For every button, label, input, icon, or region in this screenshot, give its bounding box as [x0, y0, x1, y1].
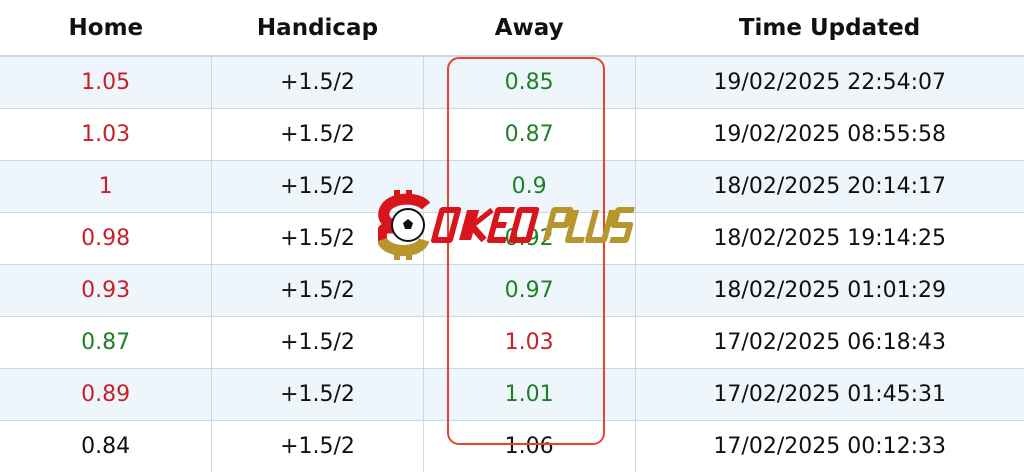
header-home: Home [0, 0, 212, 56]
handicap-value: +1.5/2 [212, 317, 424, 369]
home-odds: 0.93 [0, 265, 212, 317]
away-odds: 0.92 [423, 213, 635, 265]
header-time-updated: Time Updated [635, 0, 1024, 56]
away-odds: 1.03 [423, 317, 635, 369]
home-odds: 1.03 [0, 109, 212, 161]
time-updated: 17/02/2025 01:45:31 [635, 369, 1024, 421]
away-odds: 0.97 [423, 265, 635, 317]
handicap-value: +1.5/2 [212, 109, 424, 161]
time-updated: 17/02/2025 06:18:43 [635, 317, 1024, 369]
handicap-value: +1.5/2 [212, 56, 424, 109]
handicap-value: +1.5/2 [212, 421, 424, 472]
time-updated: 19/02/2025 22:54:07 [635, 56, 1024, 109]
handicap-value: +1.5/2 [212, 161, 424, 213]
time-updated: 19/02/2025 08:55:58 [635, 109, 1024, 161]
header-row: Home Handicap Away Time Updated [0, 0, 1024, 56]
time-updated: 18/02/2025 01:01:29 [635, 265, 1024, 317]
handicap-value: +1.5/2 [212, 265, 424, 317]
header-handicap: Handicap [212, 0, 424, 56]
header-away: Away [423, 0, 635, 56]
time-updated: 18/02/2025 20:14:17 [635, 161, 1024, 213]
away-odds: 0.87 [423, 109, 635, 161]
home-odds: 0.87 [0, 317, 212, 369]
home-odds: 0.84 [0, 421, 212, 472]
time-updated: 18/02/2025 19:14:25 [635, 213, 1024, 265]
home-odds: 1.05 [0, 56, 212, 109]
home-odds: 0.89 [0, 369, 212, 421]
away-odds: 1.06 [423, 421, 635, 472]
handicap-value: +1.5/2 [212, 369, 424, 421]
away-odds: 0.85 [423, 56, 635, 109]
time-updated: 17/02/2025 00:12:33 [635, 421, 1024, 472]
home-odds: 1 [0, 161, 212, 213]
handicap-value: +1.5/2 [212, 213, 424, 265]
home-odds: 0.98 [0, 213, 212, 265]
away-odds: 0.9 [423, 161, 635, 213]
away-odds: 1.01 [423, 369, 635, 421]
